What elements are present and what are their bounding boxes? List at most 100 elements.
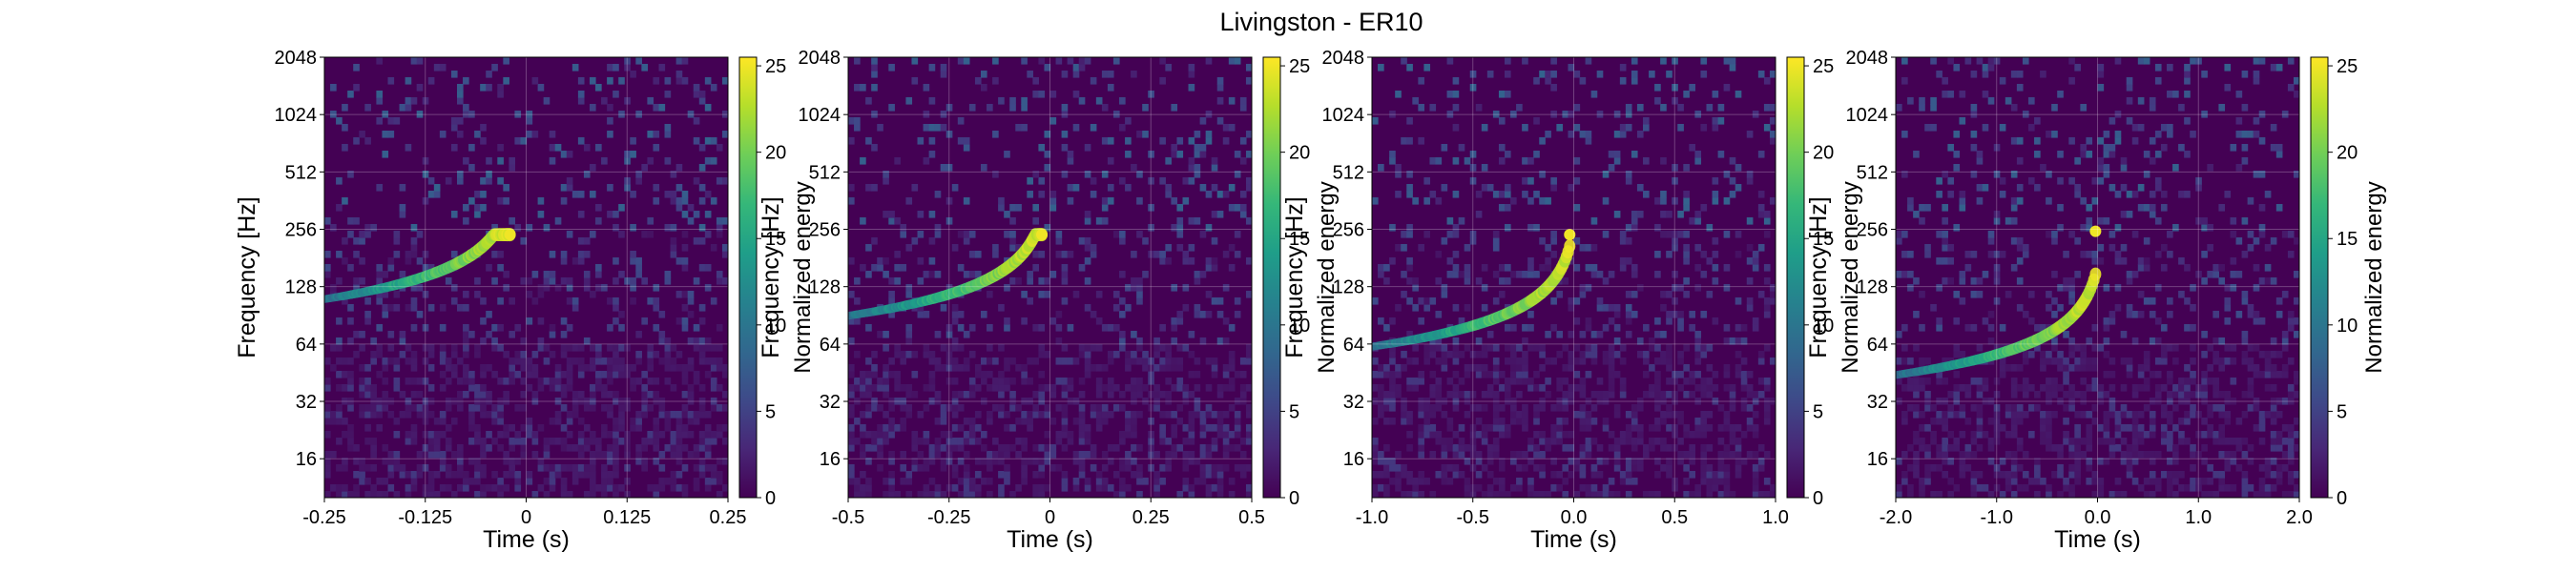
heatmap-cell [681, 317, 689, 325]
heatmap-cell [1406, 171, 1413, 178]
heatmap-cell [2224, 411, 2232, 419]
heatmap-cell [324, 217, 331, 225]
heatmap-cell [1165, 364, 1172, 372]
heatmap-cell [1044, 64, 1051, 72]
heatmap-cell [1573, 237, 1581, 245]
heatmap-cell [1423, 304, 1431, 312]
heatmap-cell [1649, 438, 1655, 445]
heatmap-cell [1608, 304, 1615, 312]
heatmap-cell [1694, 151, 1702, 158]
heatmap-cell [2287, 317, 2295, 325]
heatmap-cell [653, 131, 660, 138]
heatmap-cell [439, 131, 447, 138]
heatmap-cell [480, 124, 487, 132]
heatmap-cell [456, 484, 464, 492]
heatmap-cell [854, 124, 861, 132]
heatmap-cell [1182, 451, 1190, 459]
heatmap-cell [1469, 177, 1477, 185]
heatmap-cell [681, 257, 689, 265]
heatmap-cell [330, 344, 337, 352]
heatmap-cell [1545, 438, 1551, 445]
heatmap-cell [664, 358, 672, 365]
heatmap-cell [342, 384, 348, 392]
heatmap-cell [963, 484, 970, 492]
heatmap-cell [1182, 384, 1190, 392]
heatmap-cell [905, 331, 913, 338]
heatmap [1372, 57, 1776, 498]
heatmap-cell [2040, 358, 2046, 365]
heatmap-cell [940, 418, 947, 425]
heatmap-cell [439, 384, 447, 392]
heatmap-cell [1055, 404, 1063, 412]
heatmap-cell [2034, 344, 2041, 352]
heatmap-cell [1746, 391, 1754, 398]
heatmap-cell [865, 324, 872, 332]
heatmap-cell [336, 251, 343, 258]
heatmap-cell [1579, 391, 1587, 398]
heatmap-cell [2149, 311, 2156, 318]
heatmap-cell [911, 431, 919, 439]
heatmap-cell [577, 431, 585, 439]
heatmap-cell [463, 77, 469, 85]
heatmap-cell [1222, 464, 1230, 472]
heatmap-cell [503, 184, 509, 192]
heatmap-cell [1907, 384, 1914, 392]
heatmap-cell [1131, 398, 1137, 405]
heatmap-cell [1677, 124, 1684, 132]
heatmap-cell [531, 431, 539, 439]
heatmap-cell [1562, 431, 1569, 439]
heatmap-cell [1683, 424, 1690, 432]
heatmap-cell [531, 491, 539, 498]
heatmap-cell [1044, 411, 1051, 419]
heatmap-cell [376, 398, 384, 405]
heatmap-cell [1492, 297, 1500, 305]
heatmap-cell [1021, 464, 1028, 472]
heatmap-cell [1401, 137, 1407, 145]
heatmap-cell [2212, 491, 2219, 498]
heatmap-cell [888, 458, 895, 465]
heatmap-cell [675, 291, 683, 298]
heatmap-cell [2091, 418, 2099, 425]
heatmap-cell [347, 317, 354, 325]
heatmap-cell [382, 304, 389, 312]
heatmap-cell [1136, 337, 1143, 345]
heatmap-cell [848, 471, 855, 479]
heatmap-cell [427, 484, 435, 492]
heatmap-cell [940, 458, 947, 465]
heatmap-cell [2046, 351, 2052, 358]
heatmap-cell [2190, 344, 2196, 352]
heatmap-cell [509, 378, 516, 385]
heatmap-cell [1095, 384, 1103, 392]
heatmap-cell [1757, 491, 1765, 498]
heatmap-cell [630, 424, 636, 432]
heatmap-cell [2126, 364, 2133, 372]
heatmap-cell [2005, 404, 2012, 412]
x-tick-label: 0.5 [1661, 507, 1688, 528]
heatmap-cell [2184, 484, 2191, 492]
heatmap-cell [1613, 304, 1621, 312]
heatmap-cell [2212, 404, 2219, 412]
heatmap-cell [1964, 324, 1972, 332]
heatmap-cell [1585, 137, 1592, 145]
heatmap-cell [486, 157, 492, 165]
heatmap-cell [1211, 464, 1218, 472]
heatmap-cell [1562, 111, 1569, 118]
heatmap-cell [1136, 277, 1143, 285]
heatmap-cell [1239, 358, 1247, 365]
heatmap-cell [1038, 484, 1046, 492]
heatmap-cell [450, 371, 458, 378]
heatmap-cell [1165, 191, 1172, 198]
y-tick-label: 16 [296, 449, 317, 470]
heatmap-cell [957, 231, 965, 238]
heatmap-cell [687, 418, 695, 425]
heatmap-cell [1101, 384, 1109, 392]
heatmap-cell [1636, 211, 1644, 218]
heatmap-cell [1746, 244, 1754, 252]
heatmap-cell [2068, 404, 2075, 412]
heatmap-cell [2097, 398, 2105, 405]
heatmap-cell [2195, 484, 2202, 492]
heatmap-cell [2040, 438, 2046, 445]
heatmap-cell [940, 64, 947, 72]
heatmap-cell [433, 431, 441, 439]
heatmap-cell [370, 384, 377, 392]
